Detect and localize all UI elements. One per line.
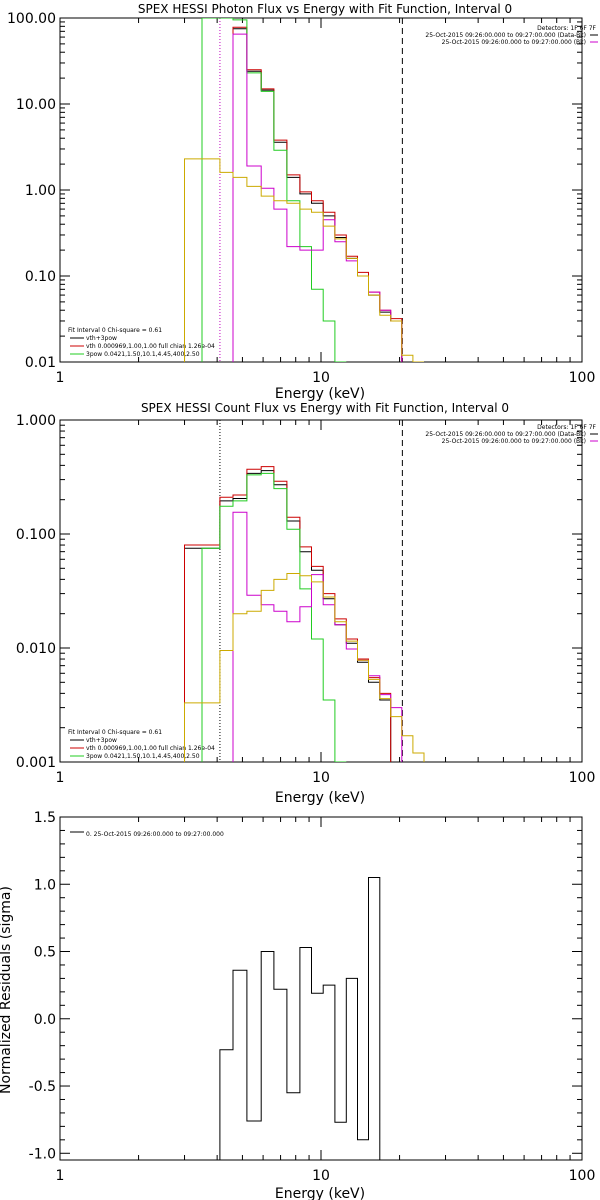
panel1-xlabel: Energy (keV)	[275, 386, 365, 402]
y-tick-label: 0.10	[25, 269, 56, 285]
panel1-legend-entry-2: vth 0.000969,1.00,1.00 full chian 1.26e-…	[86, 343, 215, 350]
panel1-title: SPEX HESSI Photon Flux vs Energy with Fi…	[138, 2, 512, 16]
x-tick-label: 1	[56, 770, 65, 786]
y-tick-label: 0.5	[34, 945, 56, 961]
series-line-3	[232, 33, 403, 362]
panel3-legend-entry-1: 0. 25-Oct-2015 09:26:00.000 to 09:27:00.…	[86, 831, 224, 838]
y-tick-label: 1.0	[34, 877, 56, 893]
panel2-bk-interval: 25-Oct-2015 09:26:00.000 to 09:27:00.000…	[442, 438, 586, 445]
y-tick-label: 0.001	[16, 755, 56, 771]
panel2-title: SPEX HESSI Count Flux vs Energy with Fit…	[141, 401, 509, 415]
panel2-data-interval: 25-Oct-2015 09:26:00.000 to 09:27:00.000…	[425, 431, 586, 438]
panel3-xlabel: Energy (keV)	[275, 1186, 365, 1200]
panel2-xlabel: Energy (keV)	[275, 790, 365, 806]
photon-flux-panel: SPEX HESSI Photon Flux vs Energy with Fi…	[7, 2, 598, 402]
panel2-detectors: Detectors: 1F 6F 7F	[537, 424, 596, 431]
plot-frame	[59, 419, 583, 763]
panel1-bk-interval: 25-Oct-2015 09:26:00.000 to 09:27:00.000…	[442, 39, 586, 46]
x-tick-label: 10	[312, 770, 330, 786]
x-tick-label: 10	[312, 370, 330, 386]
count-flux-panel: SPEX HESSI Count Flux vs Energy with Fit…	[16, 401, 598, 806]
series-line-2	[201, 472, 347, 762]
series-line-2	[201, 18, 347, 362]
panel2-legend-entry-1: vth+3pow	[86, 737, 117, 744]
panel1-data-interval: 25-Oct-2015 09:26:00.000 to 09:27:00.000…	[425, 32, 586, 39]
residuals-panel: Energy (keV) Normalized Residuals (sigma…	[0, 810, 595, 1200]
series-line-4	[184, 573, 425, 762]
y-tick-label: 0.01	[25, 355, 56, 371]
y-tick-label: 1.00	[25, 183, 56, 199]
y-tick-label: 0.0	[34, 1012, 56, 1028]
series-line-1	[184, 466, 392, 762]
plot-frame	[59, 17, 583, 363]
y-tick-label: 10.00	[16, 97, 56, 113]
x-tick-label: 100	[569, 370, 596, 386]
series-line-0	[184, 470, 392, 762]
y-tick-label: -1.0	[29, 1146, 56, 1162]
x-tick-label: 1	[56, 1168, 65, 1184]
series-line-1	[232, 26, 403, 362]
panel1-legend-entry-1: vth+3pow	[86, 335, 117, 342]
panel1-detectors: Detectors: 1F 6F 7F	[537, 25, 596, 32]
panel2-legend-entry-3: 3pow 0.0421,1.50,10.1,4.45,400,2.50	[86, 753, 200, 760]
plot-frame	[59, 816, 583, 1161]
panel2-legend-header: Fit Interval 0 Chi-square = 0.61	[68, 729, 162, 736]
panel1-legend-entry-3: 3pow 0.0421,1.50,10.1,4.45,400,2.50	[86, 351, 200, 358]
x-tick-label: 100	[569, 770, 596, 786]
y-tick-label: 0.010	[16, 641, 56, 657]
y-tick-label: 0.100	[16, 527, 56, 543]
y-tick-label: -0.5	[29, 1079, 56, 1095]
series-line-0	[232, 28, 403, 362]
panel3-ylabel: Normalized Residuals (sigma)	[0, 886, 14, 1094]
series-line-0	[219, 877, 381, 1160]
x-tick-label: 10	[312, 1168, 330, 1184]
series-line-3	[232, 511, 403, 762]
y-tick-label: 100.00	[7, 11, 56, 27]
x-tick-label: 1	[56, 370, 65, 386]
series-line-4	[184, 158, 424, 362]
panel1-legend-header: Fit Interval 0 Chi-square = 0.61	[68, 327, 162, 334]
y-tick-label: 1.5	[34, 810, 56, 826]
y-tick-label: 1.000	[16, 413, 56, 429]
panel2-legend-entry-2: vth 0.000969,1.00,1.00 full chian 1.26e-…	[86, 745, 215, 752]
x-tick-label: 100	[569, 1168, 596, 1184]
